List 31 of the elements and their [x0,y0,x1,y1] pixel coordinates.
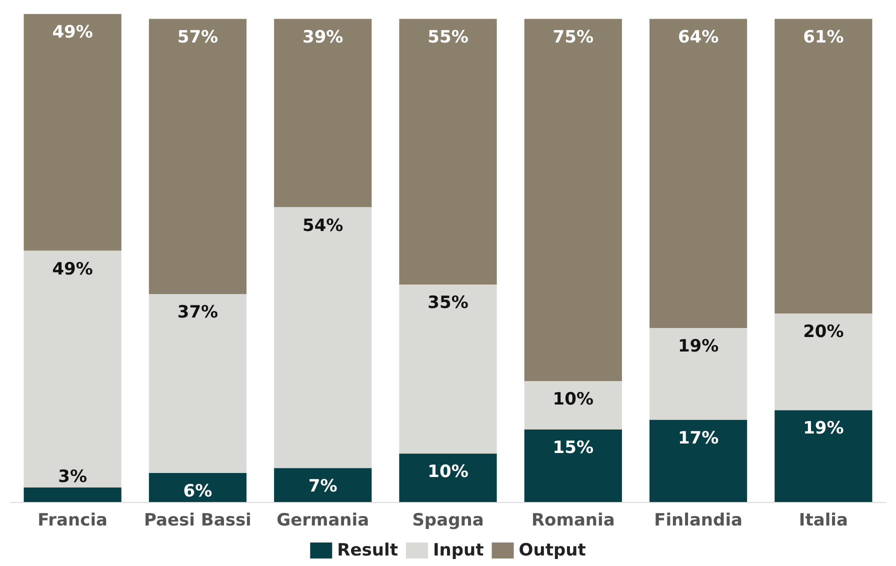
data-label: 10% [552,390,594,410]
x-tick-label: Romania [531,510,615,530]
data-label: 75% [552,27,594,48]
data-label: 7% [308,476,338,497]
x-tick-label: Italia [798,510,848,530]
x-tick-label: Francia [38,510,108,530]
x-tick-label: Paesi Bassi [144,510,252,530]
legend-label: Output [518,540,586,560]
x-tick-label: Finlandia [654,510,742,530]
legend-label: Input [432,540,484,560]
data-label: 17% [678,428,719,448]
data-label: 39% [302,27,344,48]
data-label: 3% [58,467,88,488]
x-tick-label: Spagna [412,510,484,530]
data-label: 37% [177,302,218,323]
data-label: 10% [428,462,468,482]
data-label: 55% [428,27,468,48]
data-label: 35% [428,293,468,314]
legend-label: Result [337,540,398,560]
data-label: 57% [177,27,218,48]
x-tick-label: Germania [276,510,370,530]
data-label: 20% [803,322,844,342]
data-label: 19% [678,336,719,357]
data-label: 64% [678,27,719,48]
data-label: 54% [302,216,344,236]
data-label: 15% [552,438,594,458]
data-label: 49% [52,22,93,42]
data-label: 61% [803,27,844,48]
data-label: 19% [803,418,844,439]
data-label: 49% [52,259,93,280]
data-label: 6% [183,482,212,502]
